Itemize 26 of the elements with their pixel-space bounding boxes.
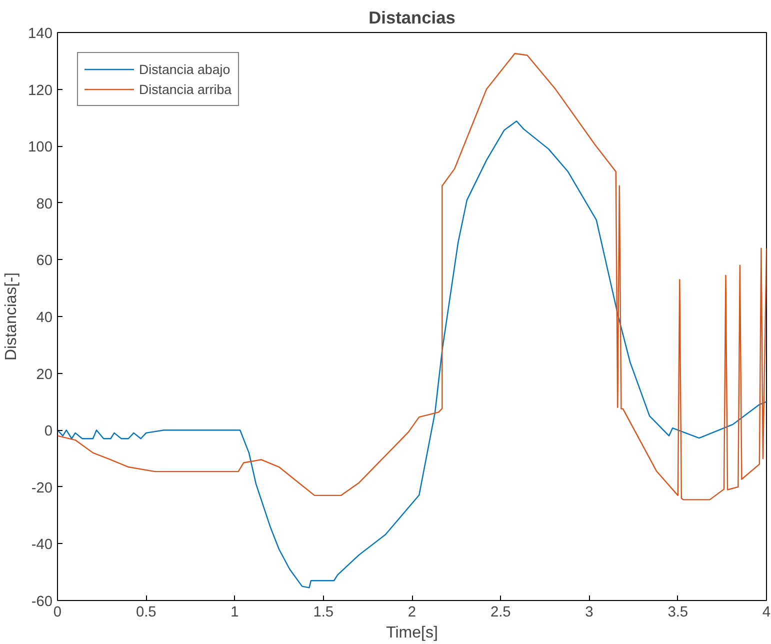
y-tick-label: -40 — [31, 537, 53, 554]
y-axis-title: Distancias[-] — [3, 272, 20, 361]
y-tick-label: 120 — [28, 82, 53, 99]
y-tick-label: 80 — [36, 196, 53, 212]
x-tick-label: 1 — [230, 604, 239, 620]
x-tick-label: 0.5 — [136, 604, 156, 620]
y-tick-label: -20 — [31, 480, 53, 496]
legend-label: Distancia abajo — [139, 62, 230, 76]
x-tick-label: 3.5 — [668, 604, 688, 620]
x-tick-label: 4 — [762, 604, 771, 620]
y-tick-label: 20 — [36, 366, 53, 383]
x-tick-label: 3 — [585, 604, 594, 620]
x-tick-label: 2.5 — [490, 604, 511, 620]
chart-title: Distancias — [368, 8, 456, 28]
y-tick-label: 60 — [36, 253, 53, 270]
y-tick-label: 40 — [36, 310, 53, 326]
x-tick-label: 2 — [408, 604, 416, 620]
x-axis-title: Time[s] — [386, 624, 438, 642]
line-series — [58, 120, 766, 588]
y-tick-label: 0 — [44, 424, 53, 440]
y-tick-label: -60 — [31, 594, 53, 610]
legend-label: Distancia arriba — [139, 82, 232, 96]
y-tick-label: 140 — [28, 26, 53, 42]
y-tick-label: 100 — [28, 140, 53, 156]
line-series — [58, 52, 766, 500]
x-tick-label: 1.5 — [313, 604, 334, 620]
